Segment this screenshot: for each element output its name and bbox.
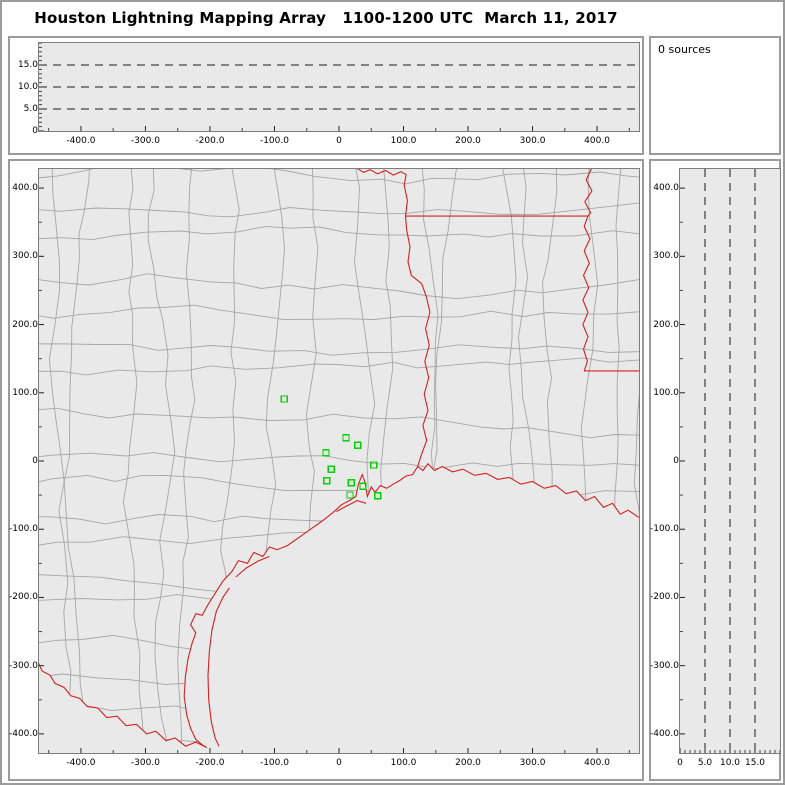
county-boundary-line [122,169,146,753]
lma-station-marker [370,461,378,469]
county-boundary-line [39,225,639,241]
y-tick-label: -200.0 [649,592,679,603]
page-title: Houston Lightning Mapping Array 1100-120… [34,9,618,27]
x-tick-label: 15.0 [744,758,766,768]
x-tick-label: -300.0 [130,136,160,146]
y-tick-label: -100.0 [8,524,38,535]
x-tick-label: 100.0 [390,136,417,146]
altitude-vs-north-south-canvas[interactable] [680,169,780,753]
altitude-east-west-plot[interactable] [38,42,640,132]
x-tick-label: 200.0 [455,136,481,146]
x-tick-label: 100.0 [390,758,417,768]
y-tick-label: 200.0 [12,319,38,330]
x-tick-label: 10.0 [719,758,741,768]
mexico-region [39,664,208,753]
lma-station-marker [327,465,335,473]
plan-view-panel: -400.0 -300.0 -200.0 -100.0 0 100.0 200.0 300.0… [8,159,644,781]
x-tick-label: 200.0 [455,758,481,768]
gulf-of-mexico-water [184,463,639,753]
y-tick-label: 400.0 [653,183,679,194]
y-tick-label: 100.0 [12,387,38,398]
y-tick-label: 0 [32,126,38,136]
county-boundary-line [39,304,639,320]
lma-station-marker [374,492,382,500]
x-tick-label: -100.0 [259,758,289,768]
x-tick-label: 300.0 [519,758,546,768]
lma-station-marker [280,395,288,403]
y-tick-label: 300.0 [653,251,679,262]
y-tick-label: -400.0 [8,728,38,739]
x-tick-label: 0 [677,758,683,768]
county-boundary-line [39,343,639,356]
x-tick-label: -300.0 [130,758,160,768]
tx-la-border [404,216,431,467]
altitude-east-west-panel: -400.0 -300.0 -200.0 -100.0 0 100.0 200.0 300.0… [8,36,644,155]
altitude-north-south-panel: 0 5.0 10.0 15.0 400.0 300.0 200.0 100.0 0 -100.0 -… [649,159,781,781]
altitude-north-south-plot[interactable] [679,168,781,754]
lma-station-marker [346,491,354,499]
y-tick-label: 0 [32,456,38,466]
x-tick-label: 0 [336,758,342,768]
lma-station-marker [323,477,331,485]
rio-grande-border [39,662,207,748]
y-tick-label: 300.0 [12,251,38,262]
y-tick-label: 0 [673,456,679,466]
lma-station-marker [322,449,330,457]
tx-ar-border [357,169,408,217]
county-boundary-line [39,202,639,218]
x-tick-label: 0 [336,136,342,146]
y-tick-label: 10.0 [17,82,38,92]
y-tick-label: -400.0 [649,728,679,739]
mississippi-river-border [582,169,593,372]
x-tick-label: -200.0 [195,136,225,146]
gulf-coastline [183,462,639,748]
y-tick-label: 100.0 [653,387,679,398]
plan-view-map-plot[interactable] [38,168,640,754]
x-tick-label: -400.0 [66,136,96,146]
county-boundary-line [58,169,90,753]
y-tick-label: 200.0 [653,319,679,330]
padre-barrier-island [207,587,230,747]
county-boundary-line [39,357,639,376]
altitude-vs-east-west-canvas[interactable] [39,43,639,131]
plan-view-map-canvas[interactable] [39,169,639,753]
county-boundary-line [633,393,639,561]
lma-station-marker [347,479,355,487]
y-tick-label: -200.0 [8,592,38,603]
y-tick-label: -300.0 [649,660,679,671]
galveston-island [336,500,367,512]
county-boundary-line [39,407,639,439]
x-tick-label: 5.0 [697,758,713,768]
county-boundary-line [39,452,639,470]
x-tick-label: -400.0 [66,758,96,768]
county-boundary-line [39,273,639,300]
y-tick-label: -100.0 [649,524,679,535]
x-tick-label: -100.0 [259,136,289,146]
lma-station-marker [359,482,367,490]
county-boundary-line [39,169,639,185]
matagorda-barrier-island [235,555,270,578]
lma-station-marker [354,441,362,449]
county-boundary-line [147,169,176,744]
source-count-label: 0 sources [658,43,711,56]
lma-station-marker [342,434,350,442]
x-tick-label: -200.0 [195,758,225,768]
x-tick-label: 300.0 [519,136,546,146]
y-tick-label: -300.0 [8,660,38,671]
y-tick-label: 15.0 [17,60,38,70]
county-boundary-line [48,169,85,753]
y-tick-label: 400.0 [12,183,38,194]
county-boundary-line [177,169,196,753]
x-tick-label: 400.0 [584,136,610,146]
x-tick-label: 400.0 [584,758,610,768]
source-histogram-panel: 0 sources [649,36,781,155]
y-tick-label: 5.0 [23,104,38,114]
